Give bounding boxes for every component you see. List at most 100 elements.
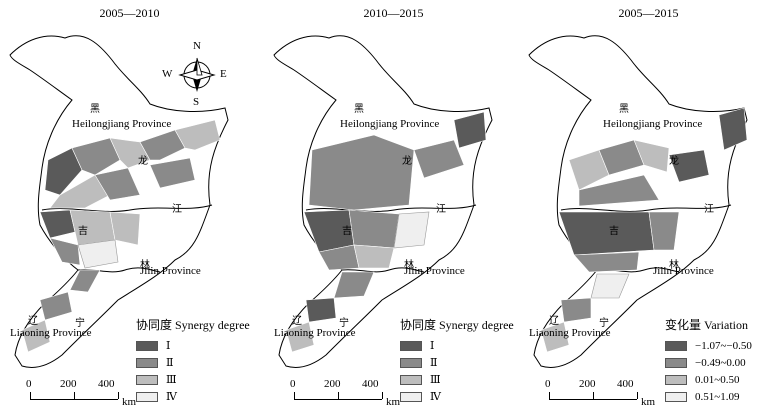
district-zone (453, 111, 487, 149)
label-liao: 辽 (292, 316, 302, 327)
border-hlj-jilin (41, 204, 213, 212)
label-hei: 黑 (354, 104, 364, 115)
legend-label: Ⅳ (166, 391, 177, 403)
district-zone (413, 139, 465, 179)
scale-seg (637, 392, 638, 399)
district-zone (139, 129, 186, 161)
label-ning: 宁 (599, 318, 609, 329)
scale-line (30, 395, 118, 400)
legend-swatch (400, 340, 422, 351)
district-zone (393, 211, 430, 249)
region-outline (9, 35, 229, 369)
label-lin: 林 (669, 260, 679, 271)
scale-seg (382, 392, 383, 399)
scale-unit: km (641, 396, 656, 408)
label-liao: 辽 (28, 316, 38, 327)
district-zone (718, 107, 748, 151)
compass-e: E (220, 68, 227, 80)
scale-tick: 400 (98, 378, 115, 390)
label-hei: 黑 (90, 104, 100, 115)
label-ning: 宁 (75, 318, 85, 329)
label-liao: 辽 (549, 316, 559, 327)
district-zone (590, 273, 630, 299)
legend: 协同度 Synergy degree Ⅰ Ⅱ Ⅲ Ⅳ (136, 316, 266, 405)
compass-rose: N S E W (162, 40, 232, 110)
legend-swatch (665, 340, 687, 351)
district-zone (39, 291, 73, 321)
compass-w: W (162, 68, 173, 80)
district-zone (21, 319, 51, 353)
legend-title: 变化量 Variation (665, 318, 748, 332)
legend-swatch (665, 357, 687, 368)
legend-title: 协同度 Synergy degree (136, 318, 250, 332)
compass-n: N (193, 40, 201, 52)
scale-seg (338, 392, 339, 399)
scale-seg (593, 392, 594, 399)
district-zone (540, 321, 570, 353)
legend-swatch (400, 357, 422, 368)
district-zone (77, 239, 119, 269)
scale-bar: 0 200 400 km (545, 378, 655, 408)
legend-swatch (136, 357, 158, 368)
district-zone (633, 139, 670, 173)
scale-bar: 0 200 400 km (26, 378, 136, 408)
district-zone (69, 269, 101, 293)
legend-item: 0.51~1.09 (665, 388, 778, 405)
scale-seg (74, 392, 75, 399)
district-zone (353, 244, 395, 269)
legend-item: Ⅱ (400, 354, 530, 371)
label-liaoning: Liaoning Province (10, 327, 92, 339)
legend-label: 0.51~1.09 (695, 390, 740, 403)
panel-2010-2015: 2010—2015 黑 Heilongjiang Province 龙 江 吉 … (264, 0, 523, 413)
label-liaoning: Liaoning Province (529, 327, 611, 339)
legend-swatch (136, 374, 158, 385)
district-zone (578, 174, 660, 207)
district-zone (109, 211, 141, 246)
legend-item: Ⅳ (400, 388, 530, 405)
panel-title: 2005—2015 (618, 6, 679, 20)
panel-2005-2015: 2005—2015 黑 Heilongjiang Province 龙 江 吉 … (519, 0, 778, 413)
border-hlj-jilin (560, 204, 732, 212)
district-zone (71, 137, 121, 176)
legend-label: Ⅱ (430, 357, 438, 369)
label-long: 龙 (669, 156, 679, 167)
label-jiang: 江 (172, 204, 182, 215)
district-zone (305, 297, 337, 323)
legend-item: Ⅱ (136, 354, 266, 371)
scale-seg (549, 392, 550, 399)
legend-swatch (665, 391, 687, 402)
scale-bar: 0 200 400 km (290, 378, 400, 408)
district-zone (49, 174, 111, 209)
legend-swatch (136, 340, 158, 351)
legend-title: 协同度 Synergy degree (400, 318, 514, 332)
legend-label: Ⅱ (166, 357, 174, 369)
district-zone (573, 251, 640, 273)
district-zone (149, 157, 196, 189)
panel-title: 2005—2010 (99, 6, 160, 20)
panel-title: 2010—2015 (363, 6, 424, 20)
district-zone (94, 167, 141, 201)
label-heilongjiang: Heilongjiang Province (603, 118, 703, 130)
scale-tick: 0 (545, 378, 551, 390)
legend-item: Ⅳ (136, 388, 266, 405)
legend-label: 0.01~0.50 (695, 373, 740, 386)
scale-seg (30, 392, 31, 399)
district-zone (174, 119, 221, 151)
map-northeast-china (528, 35, 748, 369)
scale-seg (294, 392, 295, 399)
scale-tick: 0 (290, 378, 296, 390)
district-zone (308, 134, 415, 211)
scale-tick: 400 (617, 378, 634, 390)
label-hei: 黑 (619, 104, 629, 115)
scale-unit: km (122, 396, 137, 408)
district-zone (44, 147, 83, 196)
legend-item: Ⅰ (136, 337, 266, 354)
district-zone (648, 211, 680, 251)
district-zone (49, 237, 81, 266)
label-ji: 吉 (342, 226, 352, 237)
legend-label: Ⅳ (430, 391, 441, 403)
label-jiang: 江 (704, 204, 714, 215)
map-northeast-china (273, 35, 493, 369)
label-jiang: 江 (436, 204, 446, 215)
